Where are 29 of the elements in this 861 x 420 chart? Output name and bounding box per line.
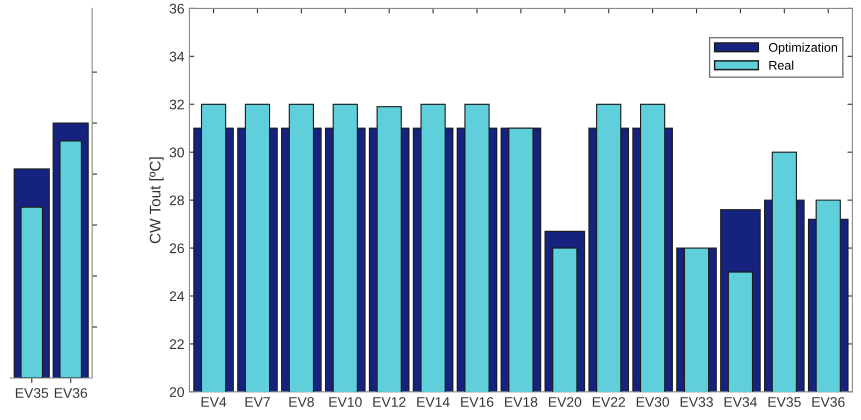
x-tick-label: EV35 — [16, 388, 48, 398]
x-tick-label: EV33 — [680, 397, 713, 407]
y-tick-label: 28 — [170, 195, 184, 206]
legend-label: Real — [769, 60, 794, 70]
y-axis-title: CW Tout [ºC] — [149, 157, 164, 244]
legend-label: Optimization — [768, 42, 838, 54]
x-tick-label: EV20 — [548, 397, 582, 407]
x-tick-label: EV30 — [636, 397, 670, 407]
x-tick-label: EV34 — [724, 397, 758, 407]
y-tick-label: 36 — [170, 4, 184, 14]
x-tick-label: EV7 — [245, 397, 270, 407]
y-tick-label: 22 — [170, 339, 184, 349]
x-tick-label: EV36 — [812, 397, 845, 407]
x-tick-label: EV8 — [289, 397, 314, 407]
x-tick-label: EV4 — [202, 397, 226, 407]
x-tick-label: EV12 — [373, 397, 406, 407]
x-tick-label: EV35 — [768, 397, 801, 407]
x-tick-label: EV36 — [54, 388, 88, 398]
x-tick-label: EV16 — [461, 397, 494, 407]
y-tick-label: 20 — [170, 387, 184, 398]
y-tick-label: 26 — [170, 243, 184, 254]
x-tick-label: EV14 — [417, 397, 450, 407]
y-tick-label: 24 — [170, 291, 184, 302]
x-tick-label: EV10 — [329, 397, 362, 407]
x-tick-label: EV22 — [592, 397, 626, 407]
y-tick-label: 34 — [170, 52, 184, 62]
y-tick-label: 32 — [170, 100, 184, 110]
y-tick-label: 30 — [170, 148, 184, 158]
x-tick-label: EV18 — [505, 397, 538, 407]
